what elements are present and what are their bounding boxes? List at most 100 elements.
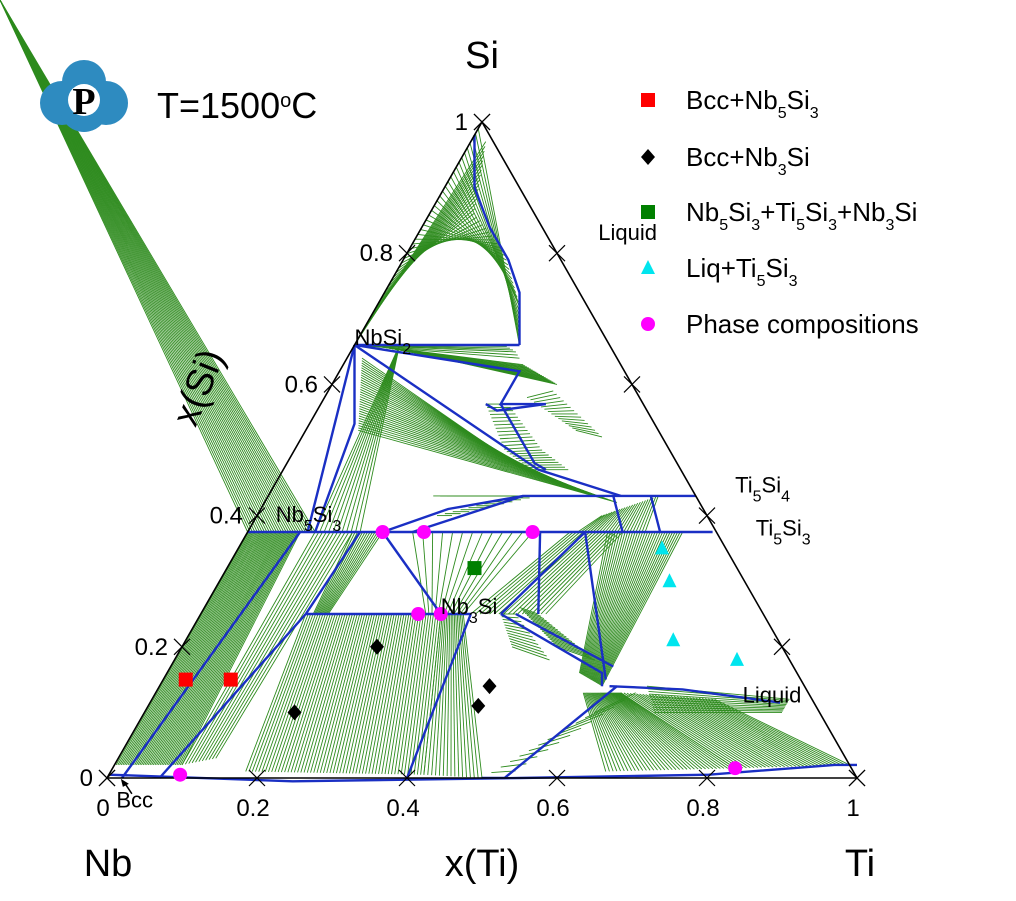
- label-fragment: Si: [478, 594, 498, 619]
- tie-line: [124, 531, 256, 766]
- tie-line: [610, 692, 703, 770]
- label-fragment: 5: [719, 217, 728, 234]
- y-tick-label: 0.8: [360, 240, 393, 267]
- tie-line: [588, 531, 641, 679]
- legend-label: Bcc+Nb5Si3: [686, 85, 819, 122]
- tie-line: [602, 692, 673, 771]
- phase-boundary: [499, 531, 586, 615]
- tie-line: [600, 531, 681, 686]
- tick-mark: [698, 769, 716, 787]
- tie-line: [601, 692, 669, 771]
- tie-line: [615, 692, 717, 769]
- tie-line: [374, 613, 405, 774]
- tie-line: [689, 697, 820, 767]
- tie-line: [635, 498, 651, 533]
- tie-line: [583, 531, 624, 676]
- tie-line: [587, 531, 636, 678]
- tick-mark: [698, 507, 716, 525]
- tie-line: [324, 531, 376, 615]
- temperature-label: T=1500oC: [157, 85, 317, 126]
- tie-line: [341, 344, 400, 533]
- tie-line: [604, 692, 681, 770]
- tie-line: [583, 513, 608, 533]
- label-fragment: Si: [313, 502, 333, 527]
- tie-line: [455, 613, 464, 777]
- phase-label: Ti5Si4: [735, 473, 790, 506]
- tie-line: [553, 642, 590, 656]
- logo-center: [68, 84, 100, 116]
- tie-line: [589, 511, 613, 533]
- tie-line: [595, 509, 618, 533]
- tie-line: [459, 531, 523, 615]
- tie-line: [601, 531, 684, 687]
- tie-line: [407, 613, 429, 775]
- label-fragment: Liquid: [743, 683, 802, 708]
- label-fragment: 3: [810, 105, 819, 122]
- tie-line: [494, 423, 523, 426]
- tie-line: [438, 613, 448, 776]
- tie-line: [599, 531, 676, 686]
- tie-line: [446, 613, 451, 777]
- corner-label-nb: Nb: [84, 843, 133, 885]
- tie-line: [447, 531, 484, 615]
- tie-line: [638, 497, 654, 533]
- tie-line: [596, 692, 655, 771]
- tie-line: [325, 531, 379, 615]
- tie-line: [508, 635, 539, 646]
- tie-line: [395, 212, 475, 274]
- tie-line: [255, 613, 314, 772]
- tie-line: [479, 531, 577, 615]
- tie-line: [652, 704, 785, 709]
- tie-line: [580, 514, 605, 533]
- legend-marker: [641, 260, 655, 274]
- tie-line: [453, 613, 460, 777]
- tie-line: [626, 501, 644, 533]
- tie-line: [526, 390, 554, 398]
- triangle-frame: [105, 120, 859, 779]
- phase-boundary: [500, 612, 604, 687]
- tie-line: [384, 613, 412, 775]
- tie-line: [617, 692, 725, 769]
- label-fragment: 3: [789, 273, 798, 290]
- tie-line: [358, 417, 602, 498]
- tie-line: [629, 500, 646, 533]
- tie-line: [251, 613, 312, 772]
- tie-line: [708, 698, 843, 766]
- tie-line: [413, 613, 434, 775]
- tie-line: [378, 613, 407, 774]
- tie-line: [320, 531, 369, 615]
- tie-line: [598, 692, 662, 771]
- tie-line: [585, 531, 631, 678]
- tie-line: [355, 613, 390, 774]
- tie-line: [544, 406, 571, 410]
- tie-line: [146, 531, 273, 766]
- label-fragment: Si: [894, 197, 917, 227]
- phase-boundary: [485, 402, 546, 412]
- tie-line: [458, 162, 520, 312]
- tie-line: [332, 344, 400, 533]
- phase-boundary: [499, 403, 547, 471]
- label-fragment: Si: [762, 473, 782, 498]
- label-fragment: 3: [751, 217, 760, 234]
- tie-line: [586, 512, 610, 533]
- tie-line: [532, 620, 559, 631]
- tie-line: [612, 692, 710, 770]
- label-fragment: Phase compositions: [686, 309, 919, 339]
- tie-line: [314, 344, 400, 533]
- y-tick-label: 0.2: [135, 634, 168, 661]
- phase-boundary: [405, 613, 472, 779]
- tie-line: [536, 531, 617, 615]
- phase-label: Ti5Si3: [756, 515, 811, 548]
- tie-line: [554, 644, 592, 659]
- tie-line: [365, 613, 398, 774]
- tie-line: [686, 696, 816, 767]
- label-fragment: Liq+Ti: [686, 253, 757, 283]
- tie-line: [649, 693, 788, 704]
- tie-line: [511, 646, 550, 661]
- phase-boundary: [158, 613, 307, 779]
- tie-line: [314, 531, 356, 615]
- marker-bcc-nb3si: [482, 678, 497, 695]
- tie-line: [378, 184, 480, 303]
- tie-line: [316, 613, 361, 773]
- tie-line: [594, 531, 661, 683]
